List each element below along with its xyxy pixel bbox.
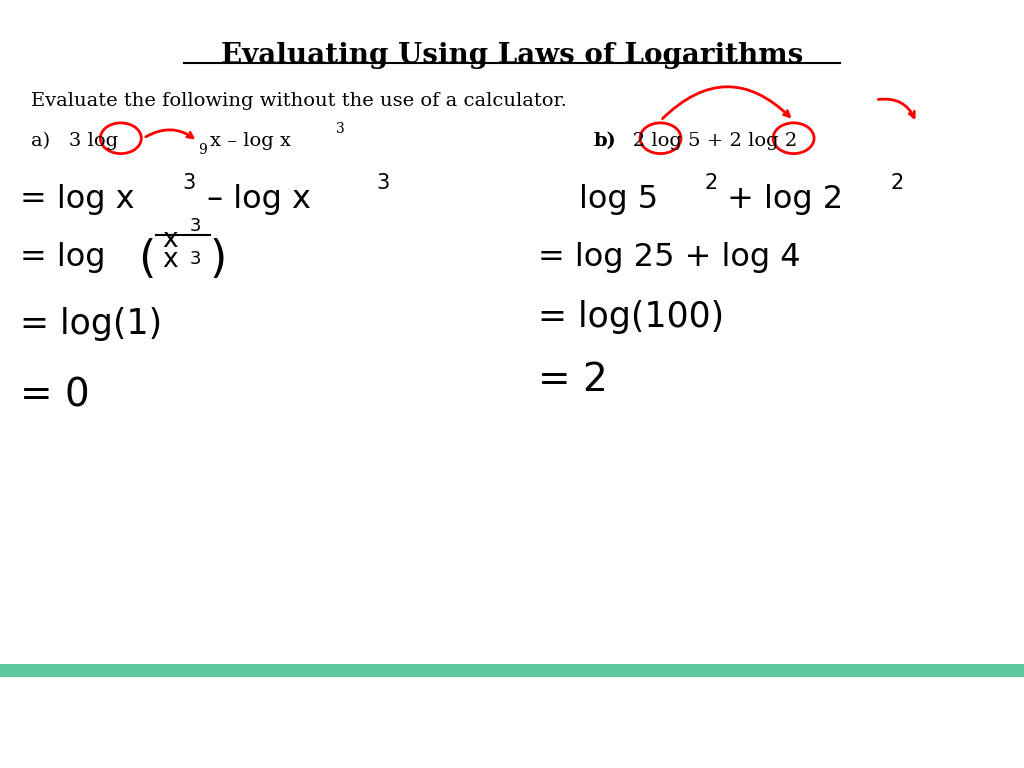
Text: (: (: [138, 238, 156, 281]
Text: 3: 3: [182, 173, 196, 193]
Text: = log 25 + log 4: = log 25 + log 4: [538, 242, 800, 273]
Text: Evaluate the following without the use of a calculator.: Evaluate the following without the use o…: [31, 92, 566, 110]
Bar: [0, 664, 1024, 677]
Text: – log x: – log x: [197, 184, 310, 215]
Text: + log 2: + log 2: [717, 184, 843, 215]
Text: = log(100): = log(100): [538, 300, 724, 333]
Text: x: x: [162, 227, 177, 253]
Text: 3: 3: [189, 217, 201, 234]
Text: a)   3 log: a) 3 log: [31, 132, 118, 151]
Text: b)   2 log 5 + 2 log 2: b) 2 log 5 + 2 log 2: [594, 132, 797, 151]
Text: b): b): [594, 132, 616, 150]
Text: = 0: = 0: [20, 376, 90, 414]
Text: = 2: = 2: [538, 361, 607, 399]
Text: x: x: [162, 247, 177, 273]
Text: = log x: = log x: [20, 184, 135, 215]
Text: log 5: log 5: [579, 184, 657, 215]
Text: = log: = log: [20, 242, 105, 273]
Text: 2: 2: [891, 173, 904, 193]
Text: 3: 3: [189, 250, 201, 267]
Text: 9: 9: [198, 143, 207, 157]
Text: ): ): [210, 238, 227, 281]
Text: 3: 3: [336, 122, 345, 136]
Text: 2: 2: [705, 173, 718, 193]
Text: x – log x: x – log x: [210, 132, 291, 150]
Text: 3: 3: [377, 173, 390, 193]
Text: Evaluating Using Laws of Logarithms: Evaluating Using Laws of Logarithms: [221, 42, 803, 69]
Text: = log(1): = log(1): [20, 307, 163, 341]
